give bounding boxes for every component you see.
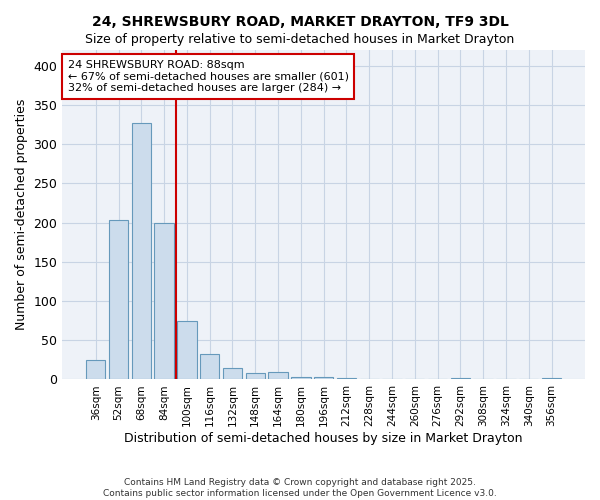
Bar bbox=[337, 378, 356, 380]
Bar bbox=[451, 378, 470, 380]
Text: 24, SHREWSBURY ROAD, MARKET DRAYTON, TF9 3DL: 24, SHREWSBURY ROAD, MARKET DRAYTON, TF9… bbox=[92, 15, 508, 29]
Bar bbox=[131, 123, 151, 380]
Bar bbox=[245, 373, 265, 380]
Text: Size of property relative to semi-detached houses in Market Drayton: Size of property relative to semi-detach… bbox=[85, 32, 515, 46]
Bar bbox=[359, 378, 379, 380]
Bar bbox=[86, 360, 106, 380]
Bar bbox=[177, 320, 197, 380]
Bar bbox=[223, 368, 242, 380]
Text: Contains HM Land Registry data © Crown copyright and database right 2025.
Contai: Contains HM Land Registry data © Crown c… bbox=[103, 478, 497, 498]
Y-axis label: Number of semi-detached properties: Number of semi-detached properties bbox=[15, 99, 28, 330]
Bar bbox=[542, 378, 561, 380]
X-axis label: Distribution of semi-detached houses by size in Market Drayton: Distribution of semi-detached houses by … bbox=[124, 432, 523, 445]
Bar bbox=[291, 377, 311, 380]
Bar bbox=[405, 378, 424, 380]
Bar bbox=[109, 220, 128, 380]
Bar bbox=[268, 372, 288, 380]
Bar bbox=[382, 378, 402, 380]
Bar bbox=[200, 354, 220, 380]
Bar bbox=[314, 377, 334, 380]
Bar bbox=[154, 222, 174, 380]
Text: 24 SHREWSBURY ROAD: 88sqm
← 67% of semi-detached houses are smaller (601)
32% of: 24 SHREWSBURY ROAD: 88sqm ← 67% of semi-… bbox=[68, 60, 349, 93]
